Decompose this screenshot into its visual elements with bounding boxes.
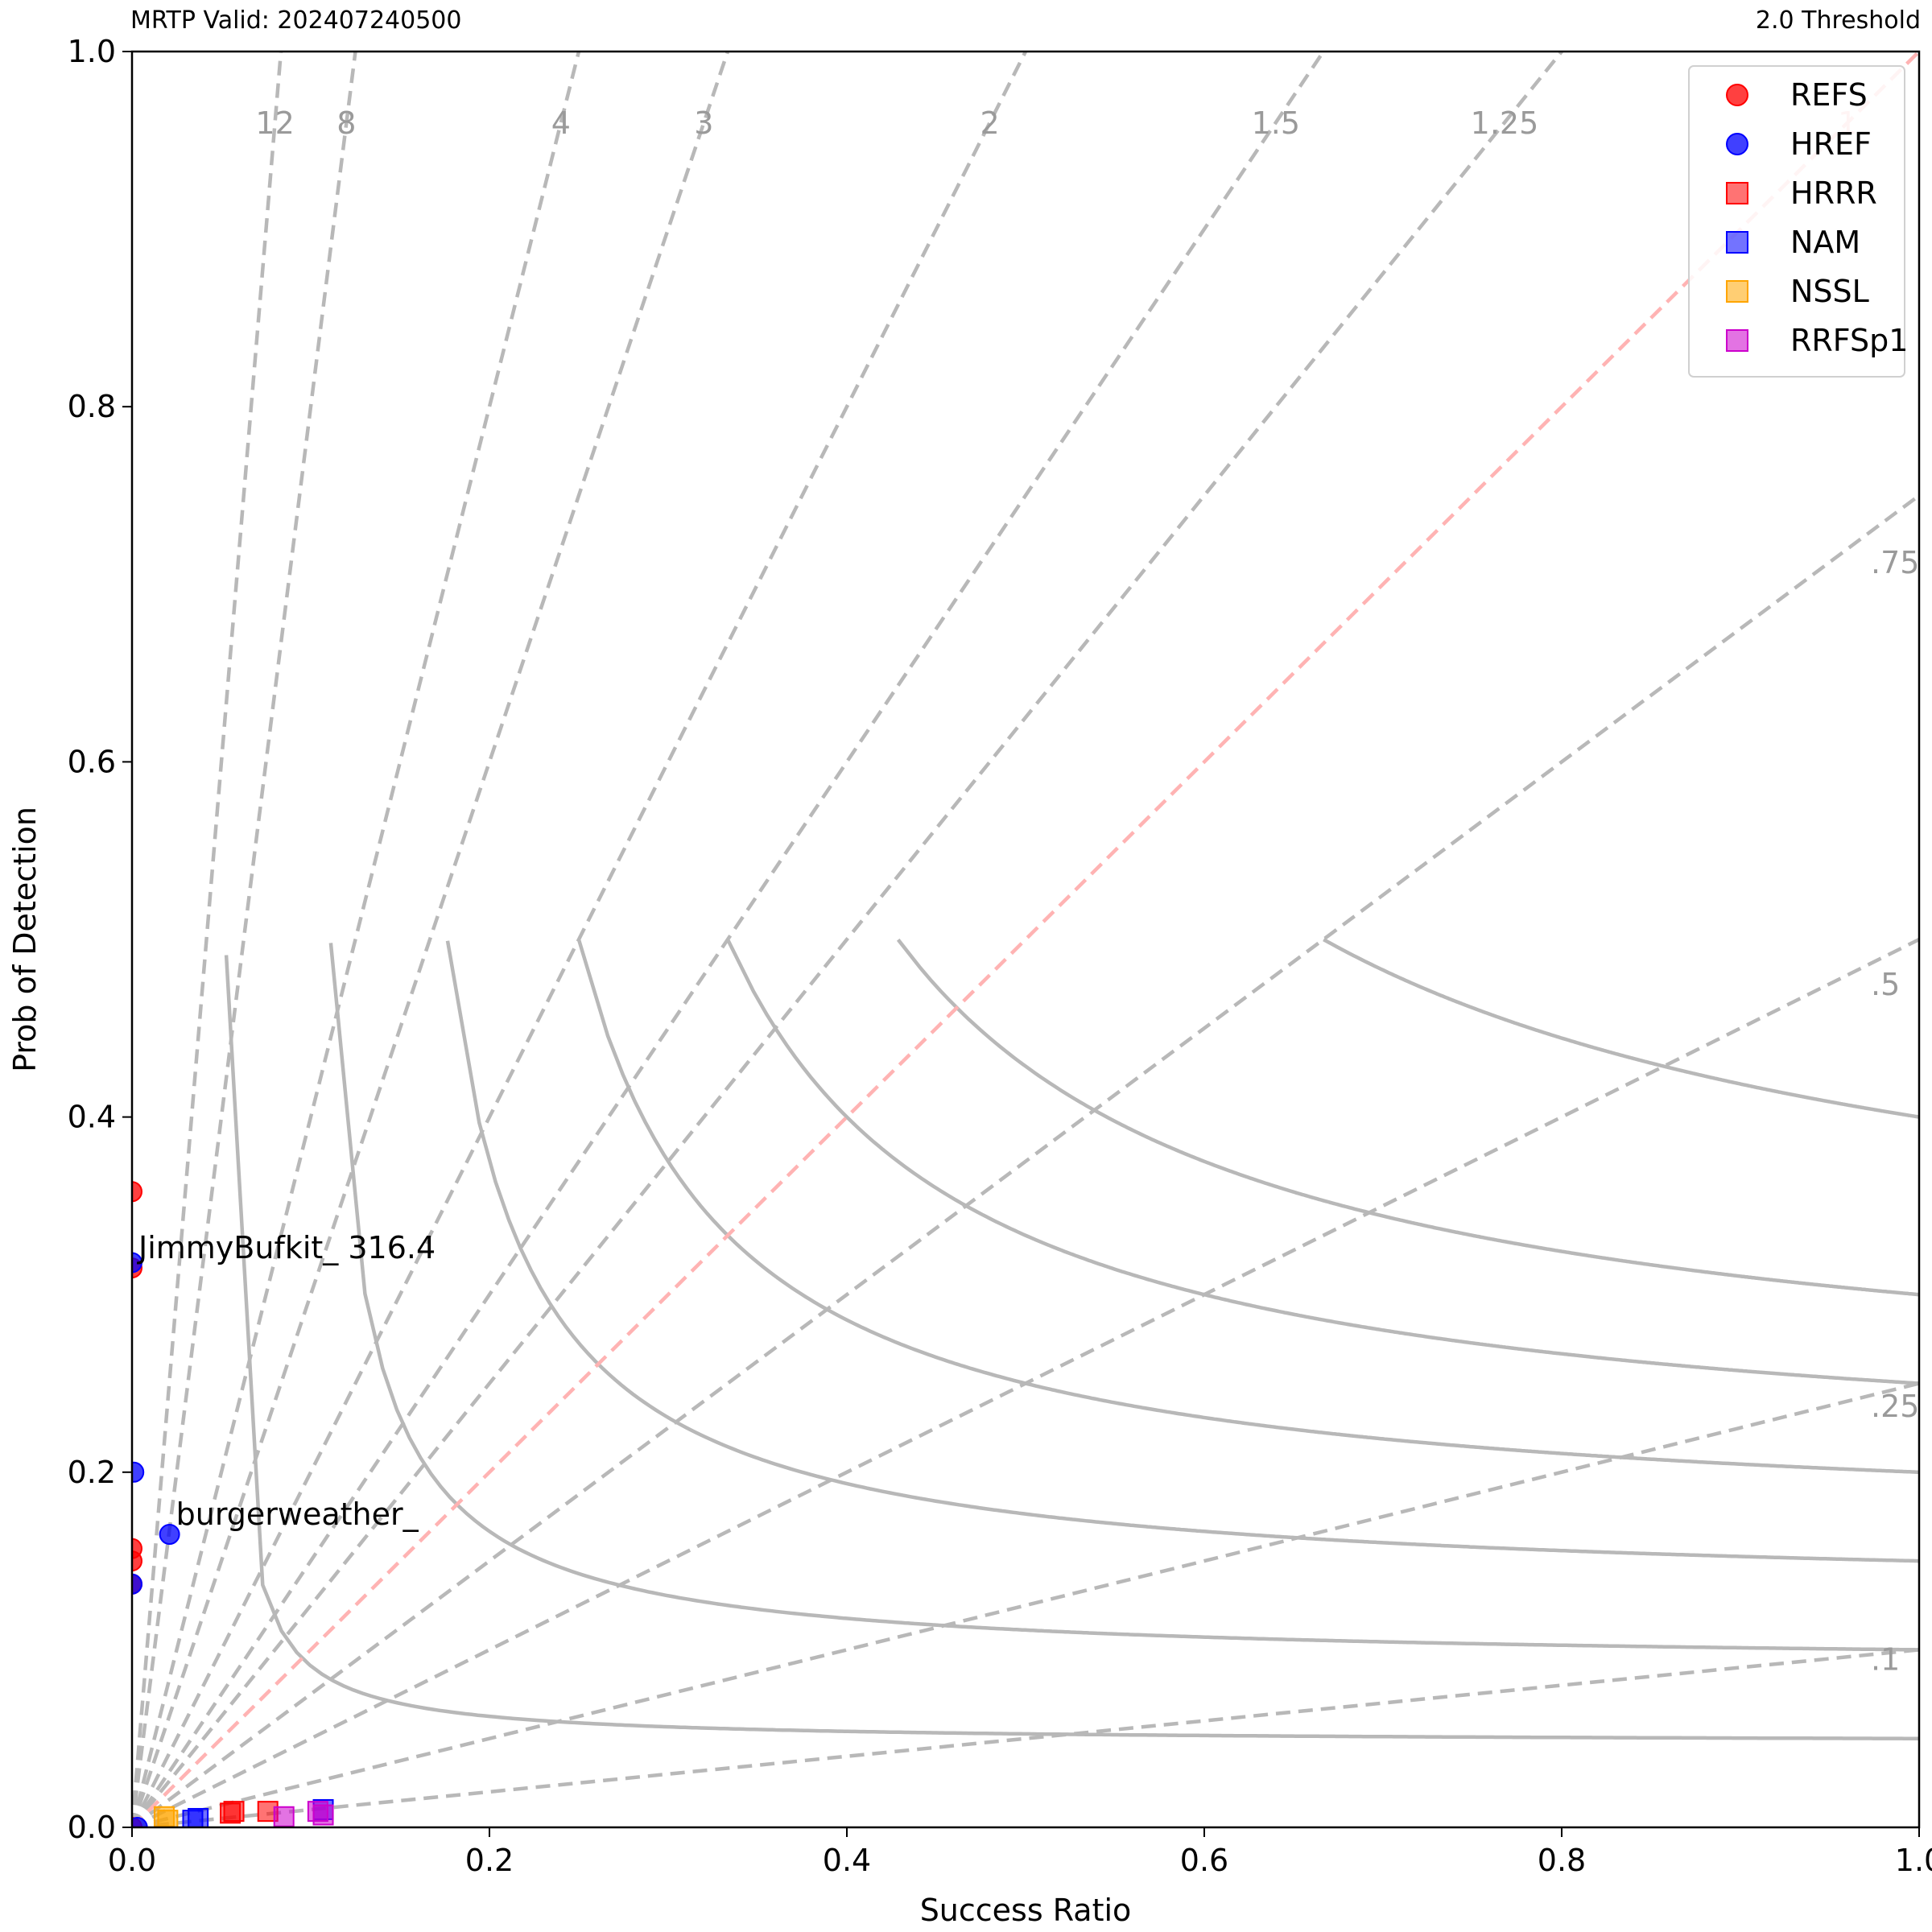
point-annotation: burgerweather_: [176, 1496, 419, 1532]
bias-label: 2: [980, 105, 1000, 141]
bias-line: [132, 937, 1919, 1827]
data-markers: [132, 1181, 334, 1827]
data-point-nam: [188, 1807, 209, 1827]
data-point-nssl: [157, 1810, 179, 1827]
csi-curve: [577, 939, 1919, 1475]
bias-line: [132, 1648, 1919, 1827]
bias-line: [132, 493, 1919, 1827]
annotations: JimmyBufkit_ 316.4 burgerweather_: [137, 1230, 436, 1532]
x-axis-label: Success Ratio: [920, 1893, 1132, 1928]
bias-label: 3: [694, 105, 713, 141]
x-tick-label: 0.6: [1180, 1843, 1228, 1878]
csi-curve: [224, 955, 1919, 1740]
axis-ticks: 0.0 0.2 0.4 0.6 0.8 1.0 0.0 0.2 0.4 0.6 0.8 1.0: [68, 34, 1932, 1878]
y-tick-label: 0.4: [68, 1100, 116, 1135]
bias-label: .5: [1871, 967, 1900, 1002]
bias-label: 1.5: [1252, 105, 1300, 141]
bias-label: 8: [336, 105, 356, 141]
y-tick-label: 0.2: [68, 1455, 116, 1490]
bias-line: [132, 52, 1564, 1827]
bias-label: 4: [551, 105, 571, 141]
legend-label: RRFSp1: [1790, 323, 1908, 358]
bias-label: .1: [1871, 1641, 1900, 1677]
y-tick-label: 0.8: [68, 389, 116, 424]
csi-curve: [1918, 229, 1919, 232]
legend-label: NSSL: [1790, 274, 1869, 309]
point-annotation: JimmyBufkit_ 316.4: [137, 1230, 436, 1265]
chart-header-left: MRTP Valid: 202407240500: [130, 6, 462, 35]
csi-curve: [896, 938, 1919, 1297]
data-point-rrfsp1: [312, 1804, 334, 1826]
bias-label: .75: [1871, 545, 1919, 580]
csi-curve: [1918, 762, 1919, 764]
x-tick-label: 0.8: [1538, 1843, 1586, 1878]
data-point-href: [132, 1461, 145, 1483]
bias-line: [132, 52, 283, 1827]
x-tick-label: 0.0: [108, 1843, 156, 1878]
bias-line: [132, 52, 1028, 1827]
bias-line: [132, 52, 1919, 1827]
x-tick-label: 0.4: [823, 1843, 871, 1878]
legend-marker: [1726, 329, 1748, 352]
csi-curve: [726, 939, 1919, 1385]
bias-line: [132, 52, 581, 1827]
bias-line: [132, 52, 1326, 1827]
legend-marker: [1726, 84, 1748, 106]
x-tick-label: 1.0: [1895, 1843, 1932, 1878]
data-point-href: [132, 1817, 148, 1827]
y-tick-label: 1.0: [68, 34, 116, 69]
plot-frame: [130, 50, 1921, 1829]
legend-label: HREF: [1790, 126, 1872, 162]
bias-label: .25: [1871, 1389, 1919, 1424]
csi-curve: [1323, 938, 1919, 1119]
chart-header-right: 2.0 Threshold: [1755, 6, 1921, 35]
csi-curve: [328, 943, 1919, 1652]
csi-curve: [1918, 584, 1919, 587]
data-point-href: [132, 1573, 142, 1595]
data-point-refs: [132, 1550, 142, 1572]
bias-line: [132, 1381, 1919, 1827]
y-axis-label: Prob of Detection: [7, 807, 43, 1072]
legend: REFS HREF HRRR NAM NSSL RRFSp1: [1688, 65, 1908, 378]
legend-label: NAM: [1790, 225, 1860, 260]
legend-label: REFS: [1790, 77, 1868, 113]
data-point-href: [132, 1252, 142, 1274]
legend-marker: [1726, 280, 1748, 303]
data-point-hrrr: [220, 1802, 242, 1824]
y-tick-label: 0.0: [68, 1810, 116, 1845]
legend-marker: [1726, 182, 1748, 204]
y-tick-label: 0.6: [68, 744, 116, 779]
csi-curve: [445, 940, 1919, 1563]
bias-line: [132, 52, 357, 1827]
x-tick-label: 0.2: [465, 1843, 514, 1878]
data-point-rrfsp1: [273, 1806, 295, 1827]
bias-label: 12: [255, 105, 294, 141]
data-point-href: [159, 1524, 180, 1546]
csi-curve: [1918, 407, 1919, 409]
legend-label: HRRR: [1790, 175, 1877, 211]
legend-marker: [1726, 133, 1748, 155]
bias-line: [132, 52, 730, 1827]
legend-marker: [1726, 231, 1748, 254]
bias-label: 1.25: [1471, 105, 1539, 141]
data-point-refs: [132, 1181, 142, 1203]
